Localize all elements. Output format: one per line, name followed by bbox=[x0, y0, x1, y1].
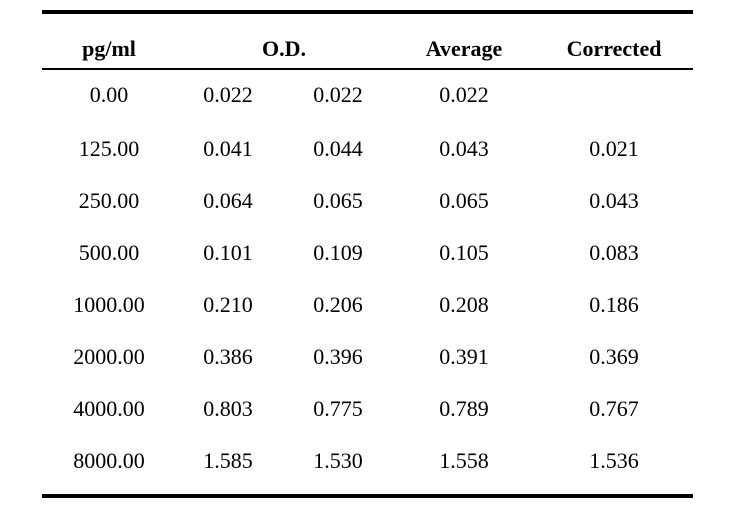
cell-average: 0.065 bbox=[439, 188, 489, 213]
cell-od-2: 0.206 bbox=[313, 292, 363, 317]
header-corrected: Corrected bbox=[566, 36, 662, 61]
cell-average: 0.105 bbox=[439, 240, 489, 265]
cell-od-1: 0.064 bbox=[203, 188, 253, 213]
cell-concentration: 500.00 bbox=[78, 240, 140, 265]
cell-concentration: 0.00 bbox=[89, 82, 129, 107]
data-table: pg/ml O.D. Average Corrected 0.00 0.022 … bbox=[42, 10, 693, 498]
cell-concentration: 1000.00 bbox=[73, 292, 145, 317]
table-row: 1000.00 0.210 0.206 0.208 0.186 bbox=[42, 280, 693, 332]
header-concentration: pg/ml bbox=[82, 36, 136, 61]
cell-concentration: 2000.00 bbox=[73, 344, 145, 369]
table-row: 500.00 0.101 0.109 0.105 0.083 bbox=[42, 228, 693, 280]
cell-corrected: 0.043 bbox=[589, 188, 639, 213]
cell-od-1: 1.585 bbox=[203, 448, 253, 473]
cell-od-2: 0.109 bbox=[313, 240, 363, 265]
cell-corrected: 0.083 bbox=[589, 240, 639, 265]
cell-od-2: 1.530 bbox=[313, 448, 363, 473]
cell-corrected: 0.021 bbox=[589, 136, 639, 161]
top-rule bbox=[42, 10, 693, 14]
cell-concentration: 4000.00 bbox=[73, 396, 145, 421]
cell-corrected: 1.536 bbox=[589, 448, 639, 473]
table-row: 4000.00 0.803 0.775 0.789 0.767 bbox=[42, 384, 693, 436]
cell-average: 0.022 bbox=[439, 82, 489, 107]
cell-od-1: 0.041 bbox=[203, 136, 253, 161]
header-rule bbox=[42, 68, 693, 70]
cell-od-2: 0.044 bbox=[313, 136, 363, 161]
cell-average: 0.789 bbox=[439, 396, 489, 421]
cell-concentration: 125.00 bbox=[78, 136, 140, 161]
table-row: 250.00 0.064 0.065 0.065 0.043 bbox=[42, 176, 693, 228]
cell-concentration: 8000.00 bbox=[73, 448, 145, 473]
table-row: 8000.00 1.585 1.530 1.558 1.536 bbox=[42, 436, 693, 488]
table-row: 2000.00 0.386 0.396 0.391 0.369 bbox=[42, 332, 693, 384]
cell-od-1: 0.022 bbox=[203, 82, 253, 107]
table-row: 125.00 0.041 0.044 0.043 0.021 bbox=[42, 124, 693, 176]
cell-concentration: 250.00 bbox=[78, 188, 140, 213]
header-od: O.D. bbox=[262, 36, 306, 61]
cell-od-2: 0.065 bbox=[313, 188, 363, 213]
header-average: Average bbox=[425, 36, 503, 61]
cell-corrected: 0.767 bbox=[589, 396, 639, 421]
cell-od-2: 0.022 bbox=[313, 82, 363, 107]
cell-od-1: 0.101 bbox=[203, 240, 253, 265]
table-body: 0.00 0.022 0.022 0.022 125.00 0.041 0.04… bbox=[42, 70, 693, 494]
cell-od-1: 0.803 bbox=[203, 396, 253, 421]
cell-corrected: 0.369 bbox=[589, 344, 639, 369]
cell-corrected: 0.186 bbox=[589, 292, 639, 317]
cell-average: 0.208 bbox=[439, 292, 489, 317]
cell-od-1: 0.210 bbox=[203, 292, 253, 317]
cell-average: 0.391 bbox=[439, 344, 489, 369]
cell-od-2: 0.396 bbox=[313, 344, 363, 369]
cell-average: 0.043 bbox=[439, 136, 489, 161]
bottom-rule bbox=[42, 494, 693, 498]
table-row: 0.00 0.022 0.022 0.022 bbox=[42, 70, 693, 124]
cell-average: 1.558 bbox=[439, 448, 489, 473]
cell-od-1: 0.386 bbox=[203, 344, 253, 369]
table-header: pg/ml O.D. Average Corrected bbox=[42, 14, 693, 68]
cell-od-2: 0.775 bbox=[313, 396, 363, 421]
